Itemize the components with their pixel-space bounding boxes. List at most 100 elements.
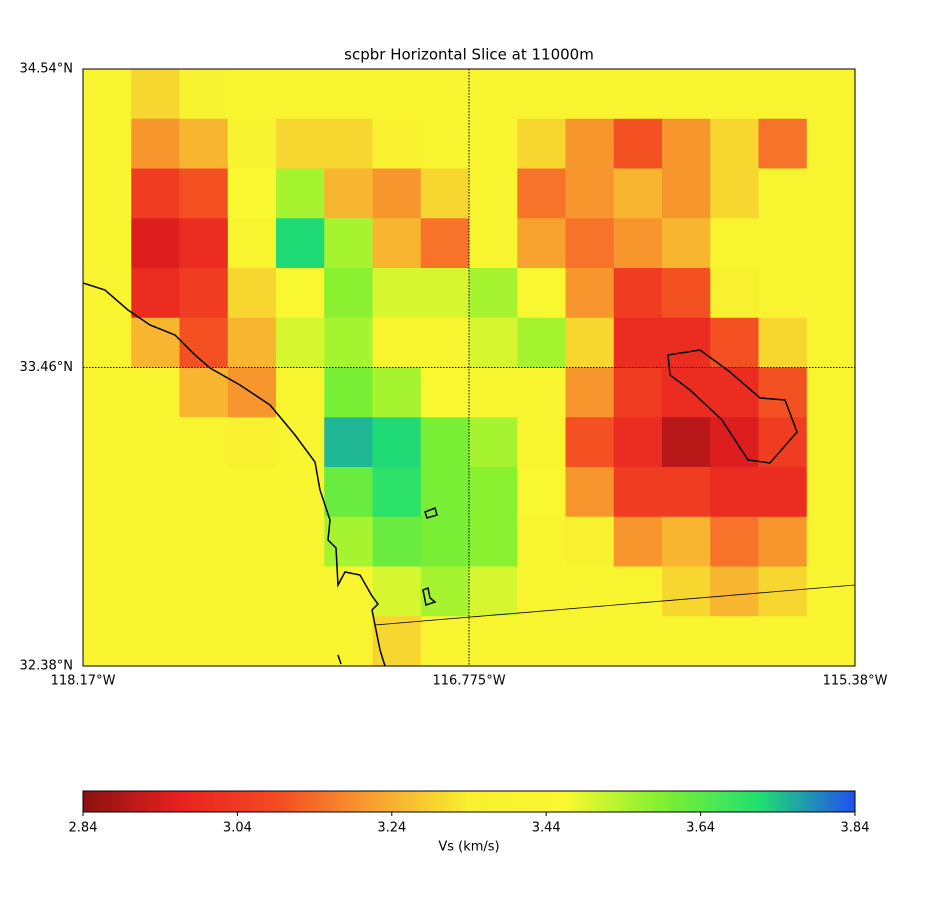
x-tick-label: 116.775°W bbox=[432, 674, 505, 689]
heat-cell bbox=[179, 118, 229, 170]
colorbar-tick-label: 2.84 bbox=[69, 821, 98, 836]
heat-cell bbox=[613, 168, 663, 219]
heat-cell bbox=[710, 367, 760, 418]
heat-cell bbox=[372, 69, 422, 120]
heat-cell bbox=[662, 566, 711, 617]
heat-cell bbox=[83, 69, 132, 120]
heat-cell bbox=[517, 69, 567, 120]
heat-cell bbox=[83, 268, 132, 319]
heat-cell bbox=[420, 367, 470, 418]
colorbar-tick-label: 3.64 bbox=[686, 821, 715, 836]
heat-cell bbox=[324, 168, 374, 219]
y-tick-label: 34.54°N bbox=[20, 62, 73, 77]
heat-cell bbox=[469, 367, 518, 418]
heat-cell bbox=[710, 118, 760, 170]
heat-cell bbox=[83, 417, 132, 468]
heat-cell bbox=[758, 616, 808, 667]
heat-cell bbox=[710, 516, 760, 568]
colorbar-tick-label: 3.44 bbox=[532, 821, 561, 836]
heat-cell bbox=[469, 268, 518, 319]
heat-cell bbox=[420, 516, 470, 568]
heat-cell bbox=[662, 118, 711, 170]
heat-cell bbox=[227, 268, 277, 319]
heat-cell bbox=[420, 118, 470, 170]
heat-cell bbox=[806, 516, 856, 568]
heat-cell bbox=[517, 367, 567, 418]
heat-cell bbox=[227, 467, 277, 518]
heat-cell bbox=[613, 516, 663, 568]
heat-cell bbox=[517, 467, 567, 518]
heat-cell bbox=[469, 516, 518, 568]
heat-cell bbox=[469, 467, 518, 518]
heat-cell bbox=[420, 417, 470, 468]
heat-cell bbox=[710, 317, 760, 369]
heat-cell bbox=[469, 168, 518, 219]
heat-cell bbox=[517, 566, 567, 617]
plot-frame bbox=[82, 68, 856, 667]
heat-cell bbox=[613, 566, 663, 617]
heat-cell bbox=[227, 616, 277, 667]
heat-cell bbox=[179, 367, 229, 418]
heat-cell bbox=[83, 367, 132, 418]
colorbar-label: Vs (km/s) bbox=[438, 840, 499, 855]
heat-cell bbox=[758, 467, 808, 518]
heat-cell bbox=[131, 118, 181, 170]
heat-cell bbox=[131, 69, 181, 120]
heat-cell bbox=[131, 317, 181, 369]
heat-cell bbox=[420, 69, 470, 120]
heat-cell bbox=[372, 417, 422, 468]
heat-cell bbox=[372, 268, 422, 319]
heat-cell bbox=[227, 118, 277, 170]
heat-cell bbox=[517, 218, 567, 269]
heat-cell bbox=[83, 566, 132, 617]
heat-cell bbox=[83, 118, 132, 170]
heat-cell bbox=[662, 516, 711, 568]
heat-cell bbox=[517, 268, 567, 319]
heat-cell bbox=[131, 566, 181, 617]
heat-cell bbox=[179, 467, 229, 518]
heat-cell bbox=[179, 168, 229, 219]
heat-cell bbox=[276, 168, 325, 219]
heat-cell bbox=[613, 118, 663, 170]
heat-cell bbox=[710, 467, 760, 518]
colorbar-tick-label: 3.24 bbox=[377, 821, 406, 836]
heat-cell bbox=[517, 616, 567, 667]
island bbox=[337, 654, 342, 665]
heat-cell bbox=[227, 566, 277, 617]
heat-cell bbox=[469, 417, 518, 468]
coastlines bbox=[83, 282, 855, 666]
heat-cell bbox=[276, 69, 325, 120]
island bbox=[424, 506, 438, 519]
y-tick-label: 32.38°N bbox=[20, 659, 73, 674]
heat-cell bbox=[372, 168, 422, 219]
heat-cell bbox=[710, 69, 760, 120]
heat-cell bbox=[131, 467, 181, 518]
heat-cell bbox=[469, 566, 518, 617]
heat-cell bbox=[179, 218, 229, 269]
heat-cell bbox=[324, 218, 374, 269]
heat-cell bbox=[806, 118, 856, 170]
heat-cell bbox=[324, 467, 374, 518]
heat-cell bbox=[613, 367, 663, 418]
heat-cell bbox=[372, 118, 422, 170]
heat-cell bbox=[710, 616, 760, 667]
heat-cell bbox=[758, 417, 808, 468]
heat-cell bbox=[469, 317, 518, 369]
heat-cell bbox=[372, 566, 422, 617]
heat-cell bbox=[420, 317, 470, 369]
heat-cell bbox=[806, 168, 856, 219]
heat-cell bbox=[324, 367, 374, 418]
heat-cell bbox=[613, 317, 663, 369]
heat-cell bbox=[806, 417, 856, 468]
heat-cell bbox=[565, 69, 615, 120]
heat-cell bbox=[710, 168, 760, 219]
heat-cell bbox=[324, 268, 374, 319]
colorbar-tick-label: 3.04 bbox=[223, 821, 252, 836]
heat-cell bbox=[758, 317, 808, 369]
heat-cell bbox=[276, 118, 325, 170]
heat-cell bbox=[324, 69, 374, 120]
heat-cell bbox=[372, 516, 422, 568]
heat-cell bbox=[276, 268, 325, 319]
heat-cell bbox=[565, 268, 615, 319]
